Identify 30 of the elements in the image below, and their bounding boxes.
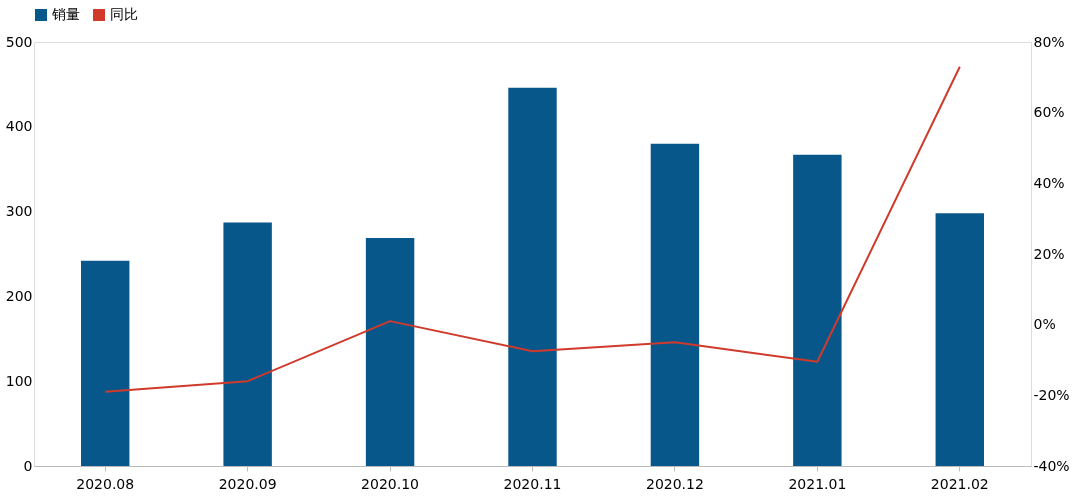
y-tick-label: 200 xyxy=(5,287,33,304)
x-tick-label: 2021.01 xyxy=(788,475,847,492)
bar xyxy=(650,143,700,466)
y-tick-label: 500 xyxy=(5,33,33,50)
bar xyxy=(223,222,272,466)
bar xyxy=(793,154,842,466)
y-tick-label: 300 xyxy=(5,203,33,220)
y-tick-label: 400 xyxy=(5,118,33,135)
bar xyxy=(81,260,130,466)
x-tick-label: 2020.09 xyxy=(218,475,277,492)
y2-tick-label: 80% xyxy=(1033,33,1065,50)
legend-label: 同比 xyxy=(110,6,138,22)
y2-tick-label: 20% xyxy=(1033,245,1065,262)
y2-tick-label: 60% xyxy=(1033,104,1065,121)
x-tick-label: 2020.10 xyxy=(361,475,420,492)
bar xyxy=(935,213,984,466)
legend-label: 销量 xyxy=(51,6,80,22)
line-series xyxy=(104,65,961,393)
bar xyxy=(508,87,557,466)
x-tick-label: 2020.12 xyxy=(645,475,704,492)
y2-tick-label: -40% xyxy=(1033,457,1070,474)
y-tick-label: 100 xyxy=(5,372,33,389)
x-tick-label: 2021.02 xyxy=(930,475,989,492)
y2-tick-label: 0% xyxy=(1033,316,1056,333)
x-tick-label: 2020.08 xyxy=(76,475,135,492)
y2-tick-label: 40% xyxy=(1033,174,1065,191)
bar xyxy=(365,237,415,466)
y-tick-label: 0 xyxy=(23,457,33,474)
x-tick-label: 2020.11 xyxy=(503,475,562,492)
y2-tick-label: -20% xyxy=(1033,386,1070,403)
